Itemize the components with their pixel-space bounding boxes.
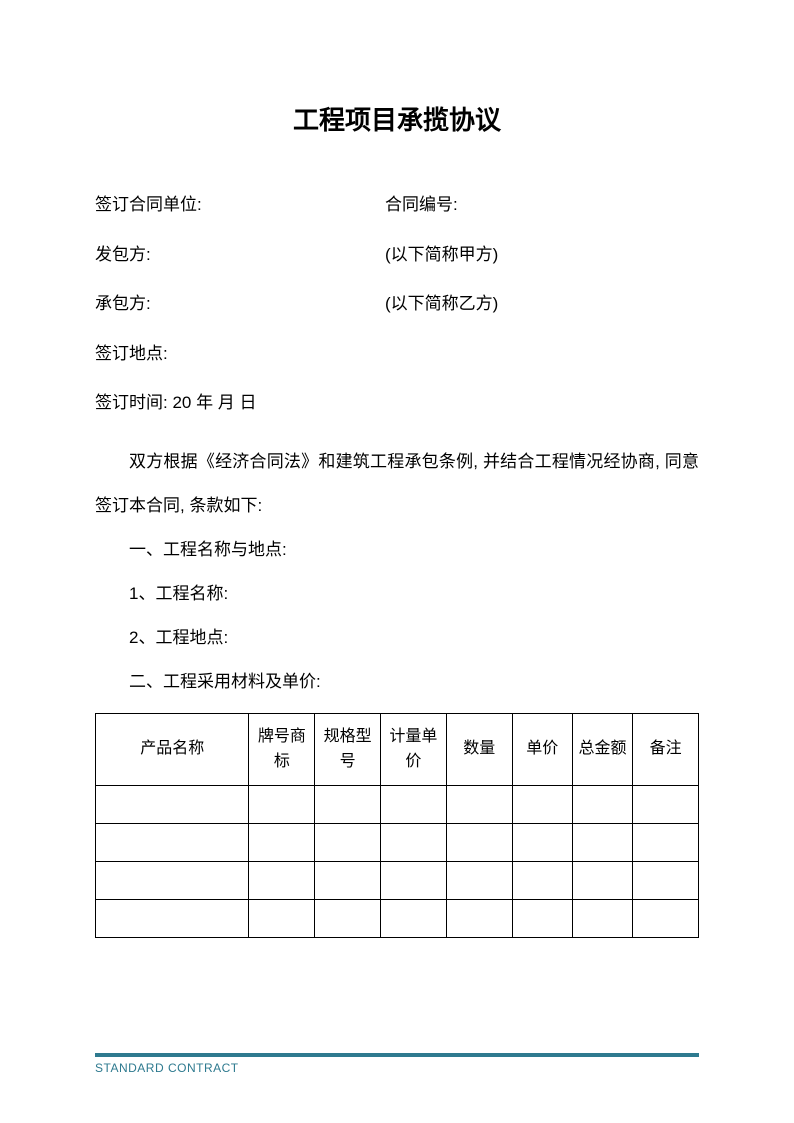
table-cell bbox=[381, 861, 447, 899]
table-row bbox=[96, 899, 699, 937]
contract-num-label: 合同编号: bbox=[385, 192, 699, 218]
table-cell bbox=[446, 861, 512, 899]
table-cell bbox=[315, 899, 381, 937]
table-cell bbox=[446, 785, 512, 823]
info-row-unit: 签订合同单位: 合同编号: bbox=[95, 192, 699, 218]
table-cell bbox=[315, 861, 381, 899]
table-col-header: 牌号商标 bbox=[249, 713, 315, 785]
table-row bbox=[96, 785, 699, 823]
table-cell bbox=[96, 823, 249, 861]
document-title: 工程项目承揽协议 bbox=[95, 100, 699, 137]
table-cell bbox=[96, 861, 249, 899]
footer-line bbox=[95, 1053, 699, 1057]
date-label: 签订时间: 20 年 月 日 bbox=[95, 390, 699, 416]
table-col-header: 单价 bbox=[512, 713, 572, 785]
table-cell bbox=[315, 823, 381, 861]
table-cell bbox=[633, 861, 699, 899]
table-cell bbox=[249, 861, 315, 899]
table-cell bbox=[249, 785, 315, 823]
signing-unit-label: 签订合同单位: bbox=[95, 192, 385, 218]
table-cell bbox=[572, 823, 632, 861]
table-col-header: 备注 bbox=[633, 713, 699, 785]
table-col-header: 数量 bbox=[446, 713, 512, 785]
table-cell bbox=[446, 899, 512, 937]
table-cell bbox=[315, 785, 381, 823]
table-cell bbox=[96, 899, 249, 937]
party-a-label: 发包方: bbox=[95, 242, 385, 268]
table-cell bbox=[512, 823, 572, 861]
party-b-label: 承包方: bbox=[95, 291, 385, 317]
table-row bbox=[96, 823, 699, 861]
location-label: 签订地点: bbox=[95, 341, 699, 367]
section-1-2: 2、工程地点: bbox=[95, 616, 699, 660]
table-col-header: 产品名称 bbox=[96, 713, 249, 785]
party-b-suffix: (以下简称乙方) bbox=[385, 291, 699, 317]
materials-table: 产品名称牌号商标规格型号计量单价数量单价总金额备注 bbox=[95, 713, 699, 938]
party-a-suffix: (以下简称甲方) bbox=[385, 242, 699, 268]
table-col-header: 规格型号 bbox=[315, 713, 381, 785]
table-cell bbox=[633, 785, 699, 823]
table-cell bbox=[381, 785, 447, 823]
table-body bbox=[96, 785, 699, 937]
table-cell bbox=[633, 823, 699, 861]
table-header-row: 产品名称牌号商标规格型号计量单价数量单价总金额备注 bbox=[96, 713, 699, 785]
section-1-1: 1、工程名称: bbox=[95, 572, 699, 616]
table-cell bbox=[512, 861, 572, 899]
table-cell bbox=[512, 899, 572, 937]
table-cell bbox=[512, 785, 572, 823]
table-cell bbox=[572, 899, 632, 937]
table-cell bbox=[249, 823, 315, 861]
preamble: 双方根据《经济合同法》和建筑工程承包条例, 并结合工程情况经协商, 同意签订本合… bbox=[95, 440, 699, 528]
table-col-header: 总金额 bbox=[572, 713, 632, 785]
table-cell bbox=[572, 785, 632, 823]
table-cell bbox=[381, 823, 447, 861]
info-row-party-a: 发包方: (以下简称甲方) bbox=[95, 242, 699, 268]
footer-text: STANDARD CONTRACT bbox=[95, 1061, 699, 1075]
table-cell bbox=[572, 861, 632, 899]
info-row-party-b: 承包方: (以下简称乙方) bbox=[95, 291, 699, 317]
section-1: 一、工程名称与地点: bbox=[95, 528, 699, 572]
footer: STANDARD CONTRACT bbox=[95, 1053, 699, 1075]
table-cell bbox=[96, 785, 249, 823]
table-col-header: 计量单价 bbox=[381, 713, 447, 785]
table-cell bbox=[633, 899, 699, 937]
section-2: 二、工程采用材料及单价: bbox=[95, 660, 699, 704]
table-cell bbox=[249, 899, 315, 937]
table-row bbox=[96, 861, 699, 899]
table-cell bbox=[381, 899, 447, 937]
table-cell bbox=[446, 823, 512, 861]
